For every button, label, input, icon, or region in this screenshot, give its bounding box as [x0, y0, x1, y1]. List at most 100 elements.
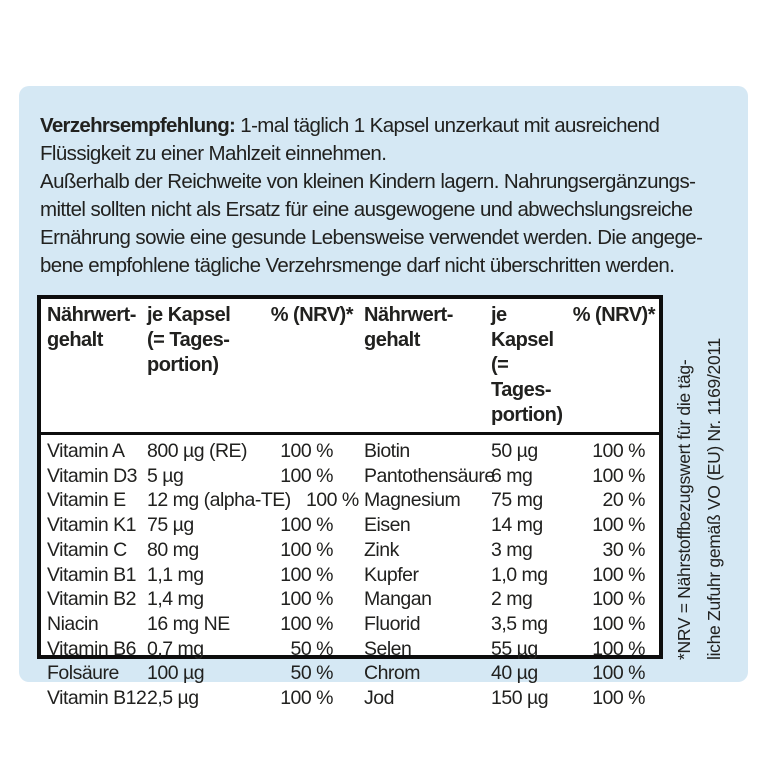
col-header-nrv: % (NRV)* [572, 304, 656, 326]
nrv-footnote: *NRV = Nährstoffbezugswert für die täg- … [669, 292, 729, 660]
nutrient-name: Pantothensäure [364, 464, 495, 487]
nutrient-name: Mangan [364, 588, 432, 611]
nutrient-row: Magnesium 75 mg 20 % [353, 488, 655, 513]
nutrient-name: Vitamin B1 [47, 563, 136, 586]
nutrient-row: Vitamin E 12 mg (alpha-TE) 100 % [47, 488, 359, 513]
nutrient-row: Vitamin K1 75 µg 100 % [47, 513, 353, 538]
nutrient-nrv: 100 % [592, 687, 645, 710]
nutrient-name: Vitamin A [47, 440, 125, 462]
nutrient-name: Niacin [47, 612, 99, 635]
instruction-line: Verzehrsempfehlung: 1-mal täglich 1 Kaps… [40, 112, 740, 140]
nutrition-facts-table: Nährwert- gehalt je Kapsel (= Tages- por… [37, 295, 663, 709]
nutrient-amount: 1,0 mg [491, 563, 548, 586]
nutrient-nrv: 50 % [290, 662, 334, 685]
col-header-nutrient: Nährwert- gehalt [364, 304, 453, 351]
nutrient-nrv: 50 % [290, 637, 334, 660]
nutrient-nrv: 100 % [280, 563, 333, 586]
nutrient-row: Vitamin A 800 µg (RE) 100 % [47, 439, 353, 464]
nutrient-nrv: 100 % [592, 588, 645, 611]
nutrient-nrv: 100 % [280, 440, 333, 462]
recommendation-heading: Verzehrsempfehlung: [40, 114, 236, 137]
nutrient-amount: 3,5 mg [491, 612, 548, 635]
nutrient-name: Folsäure [47, 662, 119, 685]
nutrient-nrv: 100 % [280, 514, 333, 537]
nutrient-row: Vitamin B12 2,5 µg 100 % [47, 686, 353, 711]
nutrient-row: Kupfer 1,0 mg 100 % [353, 563, 655, 588]
nutrient-amount: 1,4 mg [147, 588, 204, 611]
nutrient-nrv: 100 % [280, 538, 333, 561]
nutrient-row: Pantothensäure 6 mg 100 % [353, 464, 655, 489]
nutrient-name: Vitamin D3 [47, 464, 138, 487]
nutrient-amount: 2 mg [491, 588, 533, 611]
nutrient-name: Selen [364, 637, 412, 660]
nutrient-name: Biotin [364, 440, 410, 462]
nutrient-nrv: 100 % [280, 612, 333, 635]
nutrient-nrv: 100 % [280, 687, 333, 710]
nutrient-nrv: 100 % [280, 464, 333, 487]
nutrient-row: Mangan 2 mg 100 % [353, 587, 655, 612]
col-header-amount: je Kapsel (= Tages- portion) [147, 304, 231, 376]
nutrient-row: Eisen 14 mg 100 % [353, 513, 655, 538]
nrv-footnote-line: *NRV = Nährstoffbezugswert für die täg- [674, 359, 694, 660]
supplement-label-panel: Verzehrsempfehlung: 1-mal täglich 1 Kaps… [19, 86, 748, 709]
col-header-nrv: % (NRV)* [270, 304, 354, 326]
nutrient-name: Fluorid [364, 612, 421, 635]
table-header: Nährwert- gehalt je Kapsel (= Tages- por… [41, 299, 659, 435]
nutrient-name: Chrom [364, 662, 421, 685]
nutrient-amount: 5 µg [147, 464, 184, 487]
nutrient-amount: 16 mg NE [147, 612, 230, 635]
nutrient-amount: 0,7 mg [147, 637, 204, 660]
nutrient-nrv: 100 % [592, 662, 645, 685]
nutrient-amount: 1,1 mg [147, 563, 204, 586]
nutrient-row: Biotin 50 µg 100 % [353, 439, 655, 464]
instruction-line: bene empfohlene tägliche Verzehrsmenge d… [40, 254, 675, 277]
nutrient-amount: 14 mg [491, 514, 543, 537]
nutrient-nrv: 100 % [592, 563, 645, 586]
nutrient-row: Folsäure 100 µg 50 % [47, 661, 353, 686]
nutrient-row: Chrom 40 µg 100 % [353, 661, 655, 686]
nutrient-row: Zink 3 mg 30 % [353, 538, 655, 563]
nutrient-name: Eisen [364, 514, 411, 537]
instruction-line: Außerhalb der Reichweite von kleinen Kin… [40, 170, 696, 193]
nutrient-row: Fluorid 3,5 mg 100 % [353, 612, 655, 637]
nutrient-nrv: 100 % [280, 588, 333, 611]
nutrient-row: Vitamin D3 5 µg 100 % [47, 464, 353, 489]
table-body: Vitamin A 800 µg (RE) 100 % Vitamin D3 5 µg 1… [41, 435, 659, 711]
nrv-footnote-line: liche Zufuhr gemäß VO (EU) Nr. 1169/2011 [704, 338, 724, 660]
nutrient-amount: 40 µg [491, 662, 538, 685]
nutrient-row: Vitamin B2 1,4 mg 100 % [47, 587, 353, 612]
nutrient-amount: 2,5 µg [147, 687, 199, 710]
nutrient-row: Niacin 16 mg NE 100 % [47, 612, 353, 637]
nutrient-nrv: 100 % [305, 489, 359, 512]
nutrient-amount: 80 mg [147, 538, 199, 561]
recommendation-text: 1-mal täglich 1 Kapsel unzerkaut mit aus… [235, 114, 660, 137]
nutrient-amount: 6 mg [491, 464, 533, 487]
dosage-instructions: Verzehrsempfehlung: 1-mal täglich 1 Kaps… [40, 112, 740, 280]
nutrient-nrv: 20 % [602, 489, 646, 512]
nutrient-nrv: 100 % [592, 440, 645, 462]
nutrient-nrv: 30 % [602, 538, 646, 561]
nutrient-nrv: 100 % [592, 637, 645, 660]
nutrient-nrv: 100 % [592, 464, 645, 487]
nutrient-row: Jod 150 µg 100 % [353, 686, 655, 711]
nutrient-name: Vitamin B6 [47, 637, 136, 660]
nutrient-amount: 100 µg [147, 662, 205, 685]
nutrient-amount: 12 mg (alpha-TE) [147, 489, 291, 512]
nutrient-row: Selen 55 µg 100 % [353, 637, 655, 662]
instruction-line: mittel sollten nicht als Ersatz für eine… [40, 198, 693, 221]
nutrient-name: Vitamin B2 [47, 588, 136, 611]
nutrient-nrv: 100 % [592, 514, 645, 537]
nutrient-amount: 50 µg [491, 440, 538, 462]
instruction-line: Ernährung sowie eine gesunde Lebensweise… [40, 226, 703, 249]
nutrient-amount: 3 mg [491, 538, 533, 561]
table-right-column: Biotin 50 µg 100 % Pantothensäure 6 mg 100 % M… [353, 439, 655, 711]
nutrient-name: Kupfer [364, 563, 419, 586]
nutrient-name: Vitamin E [47, 489, 126, 512]
nutrient-row: Vitamin C 80 mg 100 % [47, 538, 353, 563]
nutrient-name: Vitamin K1 [47, 514, 136, 537]
nutrient-name: Jod [364, 687, 394, 710]
nutrient-row: Vitamin B6 0,7 mg 50 % [47, 637, 353, 662]
nutrient-amount: 150 µg [491, 687, 549, 710]
nutrient-name: Vitamin C [47, 538, 127, 561]
col-header-amount: je Kapsel (= Tages- portion) [491, 304, 563, 426]
